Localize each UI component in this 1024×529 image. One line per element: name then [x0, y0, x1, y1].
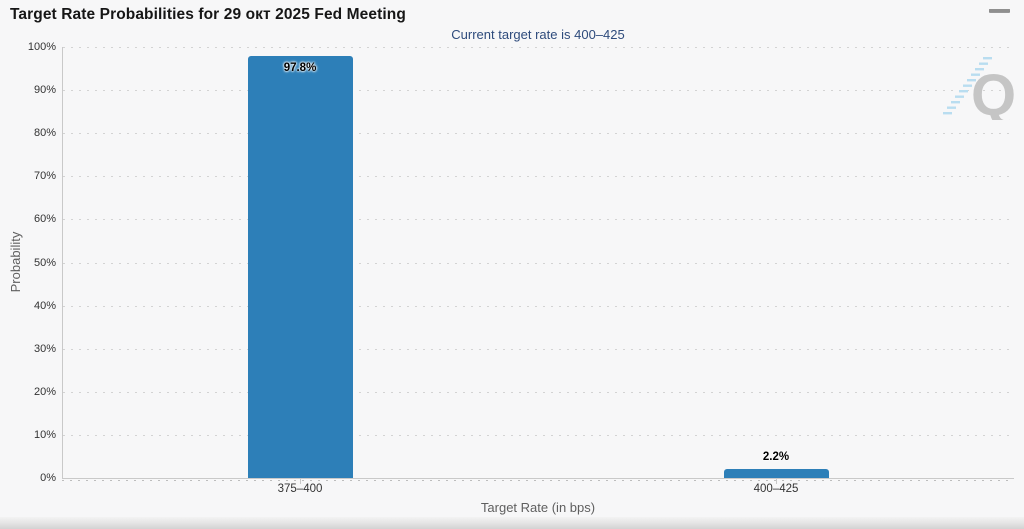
x-category-label: 375–400: [277, 483, 323, 495]
y-tick-label: 100%: [27, 41, 56, 53]
y-gridline: [63, 305, 1015, 307]
logo-q-letter: Q: [971, 63, 1016, 120]
bar-value-label: 97.8%: [283, 62, 317, 75]
y-tick-label: 10%: [33, 428, 56, 441]
y-axis-line: [62, 47, 63, 478]
x-category-label: 400–425: [753, 483, 799, 495]
y-gridline: [63, 391, 1015, 393]
chart-context-menu-button[interactable]: [987, 7, 1017, 31]
y-gridline: [63, 434, 1015, 436]
y-tick-label: 80%: [33, 127, 56, 140]
x-axis-minor-dots: [62, 480, 1014, 481]
y-tick-label: 20%: [33, 385, 56, 398]
y-gridline: [63, 176, 1015, 178]
y-gridline: [63, 47, 1015, 48]
y-tick-label: 0%: [40, 472, 56, 484]
y-gridline: [63, 90, 1015, 92]
chart-bar[interactable]: [723, 468, 829, 478]
x-tick-mark: [776, 478, 777, 484]
x-axis-line: [62, 478, 1014, 479]
y-tick-label: 70%: [33, 170, 56, 183]
y-axis-title: Probability: [8, 231, 23, 293]
y-tick-label: 60%: [33, 213, 56, 226]
chart-subtitle: Current target rate is 400–425: [451, 27, 625, 42]
y-gridline: [63, 348, 1015, 350]
bar-value-label: 2.2%: [762, 450, 790, 463]
y-tick-label: 50%: [33, 256, 56, 269]
x-axis-title: Target Rate (in bps): [480, 500, 596, 515]
bottom-edge-band: [0, 517, 1024, 529]
y-gridline: [63, 133, 1015, 135]
logo-stripes-icon: [943, 57, 992, 115]
y-gridline: [63, 262, 1015, 264]
chart-bar[interactable]: [247, 56, 353, 478]
y-gridline: [63, 219, 1015, 221]
y-tick-label: 30%: [33, 342, 56, 355]
x-tick-mark: [300, 478, 301, 484]
chart-title: Target Rate Probabilities for 29 окт 202…: [10, 6, 406, 23]
quikstrike-logo-watermark: Q: [943, 57, 1016, 120]
y-tick-label: 40%: [33, 299, 56, 312]
y-tick-label: 90%: [33, 84, 56, 97]
